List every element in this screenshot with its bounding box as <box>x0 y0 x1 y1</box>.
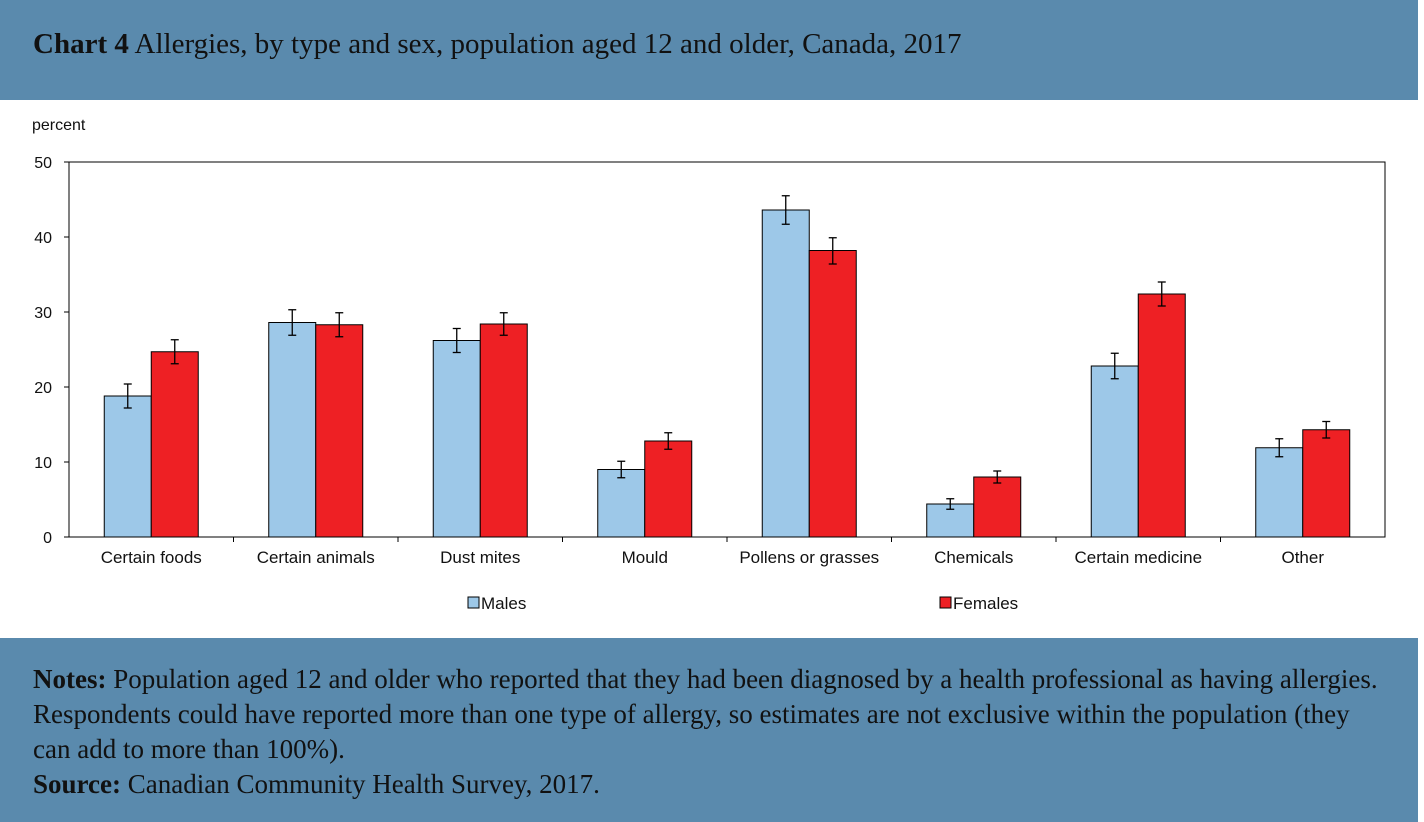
x-category-label: Dust mites <box>440 548 520 567</box>
error-bars-group <box>123 195 1331 510</box>
bar-males-certain-animals <box>268 322 317 538</box>
y-tick-label: 50 <box>34 155 52 172</box>
notes-text: Population aged 12 and older who reporte… <box>33 664 1378 764</box>
x-category-label: Certain animals <box>257 548 375 567</box>
x-axis: Certain foods Certain animals Dust mites Mo… <box>101 537 1324 567</box>
y-axis-unit-label: percent <box>32 117 86 134</box>
bar-females-certain-medicine <box>1137 293 1186 538</box>
x-category-label: Certain medicine <box>1074 548 1202 567</box>
bars-group <box>103 209 1351 538</box>
y-tick-label: 20 <box>34 380 52 397</box>
legend-swatch-males <box>467 596 480 609</box>
x-category-label: Mould <box>622 548 668 567</box>
chart-title-text: Allergies, by type and sex, population a… <box>134 28 962 60</box>
title-bar: Chart 4 Allergies, by type and sex, popu… <box>0 0 1418 100</box>
source-label: Source: <box>33 769 121 799</box>
bar-females-dust-mites <box>479 323 528 538</box>
notes-box: Notes: Population aged 12 and older who … <box>0 638 1418 822</box>
bar-females-pollens-or-grasses <box>808 250 857 538</box>
bar-females-certain-animals <box>315 324 364 538</box>
x-category-label: Pollens or grasses <box>739 548 879 567</box>
bar-males-mould <box>597 469 646 538</box>
x-category-label: Chemicals <box>934 548 1013 567</box>
bar-females-chemicals <box>973 476 1022 538</box>
notes-label: Notes: <box>33 664 107 694</box>
source-paragraph: Source: Canadian Community Health Survey… <box>33 767 1385 802</box>
legend: Males Females <box>467 594 1018 613</box>
bar-females-other <box>1302 429 1351 538</box>
y-tick-label: 30 <box>34 305 52 322</box>
y-tick-label: 40 <box>34 230 52 247</box>
chart-title: Chart 4 Allergies, by type and sex, popu… <box>33 28 962 61</box>
plot-frame <box>68 161 1386 538</box>
chart-number: Chart 4 <box>33 28 129 60</box>
source-text: Canadian Community Health Survey, 2017. <box>127 769 600 799</box>
bar-males-dust-mites <box>432 340 481 538</box>
x-category-label: Certain foods <box>101 548 202 567</box>
legend-swatch-females <box>939 596 952 609</box>
y-tick-label: 0 <box>43 530 52 547</box>
bar-males-certain-medicine <box>1090 365 1139 538</box>
y-axis: 0 10 20 30 40 50 <box>34 155 69 547</box>
bar-females-certain-foods <box>150 351 199 538</box>
y-tick-label: 10 <box>34 455 52 472</box>
bar-females-mould <box>644 440 693 538</box>
notes-paragraph: Notes: Population aged 12 and older who … <box>33 662 1385 767</box>
legend-label-males: Males <box>481 594 526 613</box>
legend-label-females: Females <box>953 594 1018 613</box>
bar-males-pollens-or-grasses <box>761 209 810 538</box>
bar-males-other <box>1255 447 1304 538</box>
x-category-label: Other <box>1281 548 1324 567</box>
bar-males-certain-foods <box>103 395 152 538</box>
